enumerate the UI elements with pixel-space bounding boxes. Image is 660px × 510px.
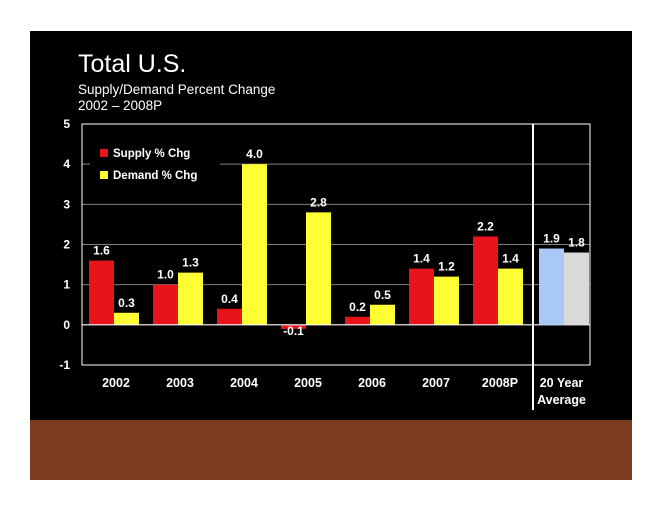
y-tick-label: 2 [63,238,70,252]
x-tick-label-average-line2: Average [537,393,586,407]
slide-title: Total U.S. [78,50,187,78]
average-data-label: 1.8 [568,236,585,250]
y-tick-label: 3 [63,197,70,211]
y-tick-label: 5 [63,117,70,131]
data-label: -0.1 [283,324,304,338]
data-label: 1.4 [413,252,430,266]
x-tick-label: 2008P [482,376,518,390]
data-label: 2.8 [310,195,327,209]
bar [281,324,306,329]
x-tick-label-average: 20 Year [540,376,584,390]
bar [498,268,523,325]
x-tick-label: 2003 [166,376,194,390]
legend-label: Supply % Chg [113,148,190,160]
data-label: 0.2 [349,300,366,314]
data-label: 0.4 [221,292,238,306]
average-data-label: 1.9 [543,232,560,246]
slide-subtitle: Supply/Demand Percent Change [78,82,276,97]
y-tick-label: 4 [63,157,70,171]
x-tick-label: 2004 [230,376,258,390]
x-tick-label: 2006 [358,376,386,390]
bar [370,304,395,325]
data-label: 2.2 [477,219,494,233]
average-bar [539,248,564,325]
y-tick-label: -1 [59,358,70,372]
data-label: 1.3 [182,256,199,270]
bar [409,268,434,325]
data-label: 1.2 [438,260,455,274]
bar [242,164,267,325]
data-label: 1.4 [502,252,519,266]
bar [153,284,178,325]
bar [306,212,331,325]
bar [89,260,114,325]
plot-border [81,123,591,366]
x-tick-label: 2005 [294,376,322,390]
bar [345,316,370,325]
data-label: 0.5 [374,288,391,302]
footer-band [30,420,632,480]
bar [217,308,242,325]
data-label: 1.6 [93,244,110,258]
bar [178,272,203,325]
slide-subtitle-period: 2002 – 2008P [78,98,163,113]
legend-box [90,138,220,188]
bar [434,276,459,325]
x-tick-label: 2002 [102,376,130,390]
y-tick-label: 0 [63,318,70,332]
legend-swatch [100,171,108,179]
x-tick-label: 2007 [422,376,450,390]
y-tick-label: 1 [63,278,70,292]
data-label: 1.0 [157,268,174,282]
average-bar [564,252,589,325]
bar [114,312,139,325]
legend-label: Demand % Chg [113,170,197,182]
bar [473,236,498,325]
legend-swatch [100,149,108,157]
data-label: 4.0 [246,147,263,161]
data-label: 0.3 [118,296,135,310]
